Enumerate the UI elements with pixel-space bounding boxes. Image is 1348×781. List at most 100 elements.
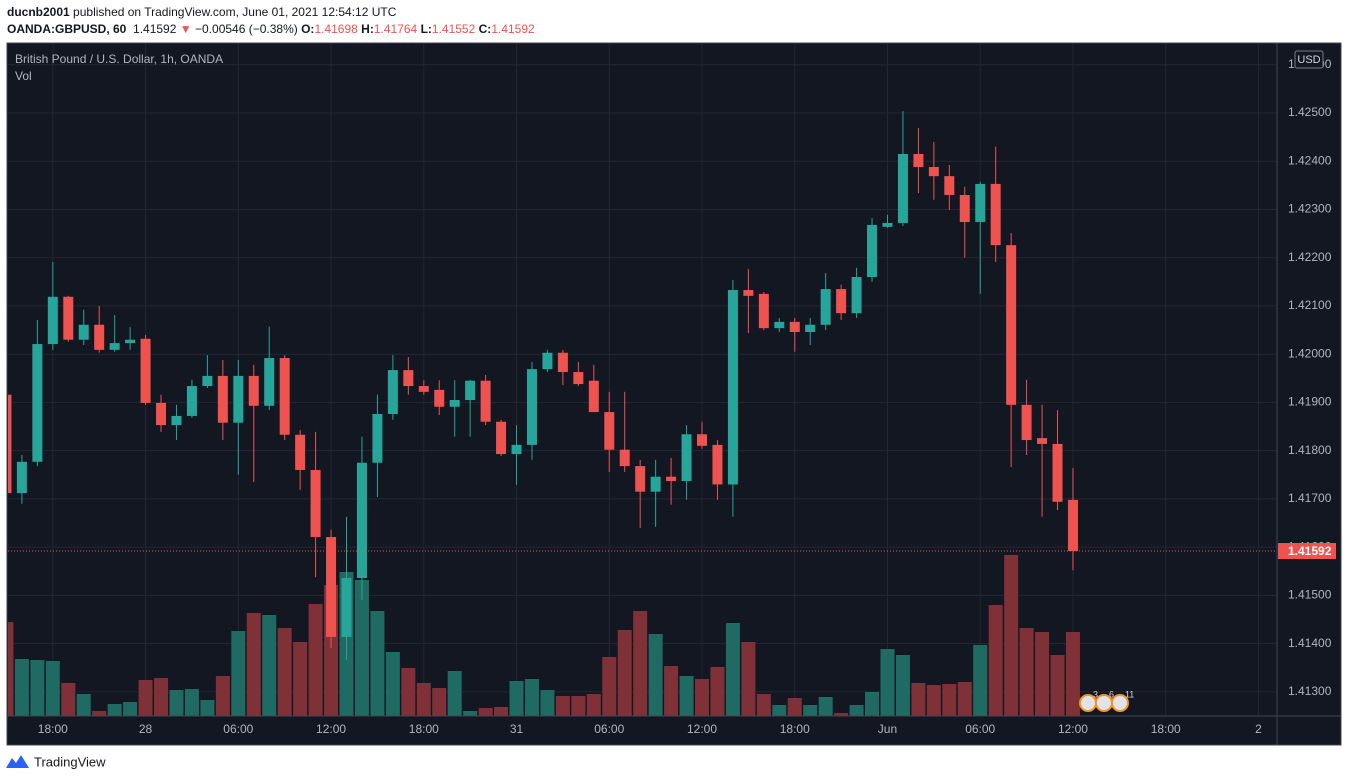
candle-body	[217, 375, 228, 423]
volume-bar	[834, 713, 849, 716]
y-tick-label: 1.41900	[1288, 395, 1332, 409]
volume-bar	[277, 628, 292, 716]
volume-bar	[293, 642, 308, 716]
candle-body	[434, 389, 445, 407]
candle-body	[1021, 404, 1032, 441]
x-tick-label: 31	[510, 722, 524, 736]
volume-bar	[895, 655, 910, 716]
y-tick-label: 1.42400	[1288, 153, 1332, 167]
candle-body	[356, 462, 367, 579]
currency: USD	[1297, 54, 1320, 66]
candle-body	[897, 153, 908, 223]
candle-body	[1067, 499, 1078, 552]
y-tick-label: 1.42300	[1288, 202, 1332, 216]
volume-bar	[1065, 632, 1080, 716]
y-tick-label: 1.41300	[1288, 684, 1332, 698]
y-tick-label: 1.41400	[1288, 636, 1332, 650]
volume-bar	[401, 668, 416, 716]
volume-bar	[849, 705, 864, 716]
volume-bar	[509, 681, 524, 716]
x-tick-label: 12:00	[1058, 722, 1088, 736]
candle-body	[882, 222, 893, 227]
volume-bar	[432, 688, 447, 716]
x-tick-label: 18:00	[780, 722, 810, 736]
candle-body	[171, 415, 182, 426]
volume-bar	[169, 690, 184, 716]
event-count: 6	[1109, 689, 1114, 699]
candle-body	[94, 324, 105, 350]
y-tick-label: 1.42200	[1288, 250, 1332, 264]
volume-bar	[648, 634, 663, 716]
volume-bar	[92, 711, 107, 716]
volume-bar	[215, 676, 230, 716]
volume-bar	[555, 696, 570, 716]
candle-body	[202, 375, 213, 387]
volume-bar	[602, 657, 617, 716]
volume-bar	[370, 611, 385, 716]
h-value: 1.41764	[373, 22, 418, 36]
candle-body	[1006, 245, 1017, 405]
volume-bar	[184, 689, 199, 716]
candle-body	[156, 402, 167, 426]
candle-body	[295, 434, 306, 470]
chart-title: British Pound / U.S. Dollar, 1h, OANDA	[15, 52, 223, 66]
candle-body	[588, 380, 599, 413]
volume-bar	[617, 630, 632, 716]
currency-badge	[1294, 50, 1324, 69]
y-tick-label: 1.42500	[1288, 105, 1332, 119]
volume-bar	[45, 661, 60, 716]
volume-bar	[246, 613, 261, 716]
volume-bar	[30, 660, 45, 716]
symbol: OANDA:GBPUSD, 60	[7, 22, 127, 36]
volume-bar	[988, 605, 1003, 716]
x-tick-label: 06:00	[965, 722, 995, 736]
volume-bar	[463, 711, 478, 716]
volume-bar	[1019, 628, 1034, 716]
last-price: 1.41592	[133, 22, 177, 36]
volume-bar	[231, 631, 246, 716]
volume-bar	[586, 694, 601, 716]
volume-bar	[308, 604, 323, 716]
candle-body	[975, 183, 986, 223]
candle-body	[372, 414, 383, 463]
candle-body	[712, 444, 723, 485]
y-tick-label: 1.41700	[1288, 491, 1332, 505]
volume-bar	[818, 697, 833, 716]
candle-body	[727, 290, 738, 485]
candle-body	[928, 167, 939, 177]
volume-bar	[447, 671, 462, 716]
l-value: 1.41552	[431, 22, 476, 36]
candle-body	[758, 293, 769, 329]
volume-bar	[695, 679, 710, 716]
candle-body	[32, 344, 43, 462]
o-value: 1.41698	[314, 22, 358, 36]
x-tick-label: 28	[139, 722, 153, 736]
x-tick-label: Jun	[878, 722, 897, 736]
volume-bar	[725, 623, 740, 716]
candle-body	[526, 369, 537, 445]
x-tick-label: 18:00	[38, 722, 68, 736]
candle-body	[233, 375, 244, 423]
candle-body	[681, 434, 692, 482]
candle-body	[418, 386, 429, 392]
volume-bar	[354, 580, 369, 716]
candle-body	[619, 449, 630, 467]
candle-body	[496, 421, 507, 455]
o-label: O:	[301, 22, 315, 36]
volume-bar	[756, 694, 771, 716]
event-count: 11	[1125, 689, 1134, 699]
candle-body	[279, 358, 290, 435]
x-tick-label: 06:00	[594, 722, 624, 736]
candle-body	[480, 380, 491, 422]
candle-body	[47, 296, 58, 345]
published: published on TradingView.com, June 01, 2…	[73, 5, 397, 19]
candle-body	[109, 343, 120, 350]
candle-body	[805, 324, 816, 332]
candle-body	[697, 434, 708, 446]
x-tick-label: 18:00	[1151, 722, 1181, 736]
volume-bar	[8, 622, 14, 716]
candle-body	[326, 537, 337, 637]
candle-body	[1037, 438, 1048, 444]
volume-bar	[385, 652, 400, 716]
